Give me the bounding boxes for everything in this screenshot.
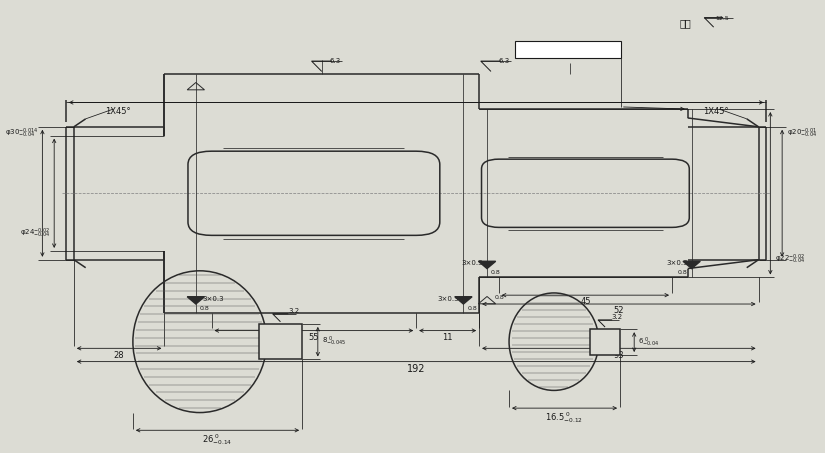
Text: 52: 52 [614, 306, 624, 315]
Text: φ30$^{-0.014}_{  -0.04}$: φ30$^{-0.014}_{ -0.04}$ [5, 127, 39, 140]
Text: 45: 45 [580, 297, 591, 306]
Text: φ22$^{-0.02}_{  -0.04}$: φ22$^{-0.02}_{ -0.04}$ [775, 253, 805, 266]
Bar [515, 41, 621, 58]
Text: 26$^{\ 0}_{-0.14}$: 26$^{\ 0}_{-0.14}$ [202, 433, 233, 448]
Polygon shape [683, 261, 700, 269]
Text: 0.8: 0.8 [495, 294, 505, 299]
Text: 16.5$^{\ 0}_{-0.12}$: 16.5$^{\ 0}_{-0.12}$ [545, 410, 583, 425]
Text: 0.8: 0.8 [467, 306, 477, 311]
Text: 0.8: 0.8 [491, 270, 501, 275]
Text: 12.5: 12.5 [715, 16, 729, 21]
Text: 0.8: 0.8 [200, 306, 210, 311]
Text: 192: 192 [407, 364, 426, 374]
Text: /: / [525, 45, 528, 55]
Text: 0.8: 0.8 [678, 270, 688, 275]
Text: 3×0.3: 3×0.3 [666, 260, 688, 266]
Bar [590, 329, 620, 355]
Text: φ20$^{-0.01}_{  -0.04}$: φ20$^{-0.01}_{ -0.04}$ [787, 127, 818, 140]
Text: 1X45°: 1X45° [704, 107, 729, 116]
Text: 11: 11 [442, 333, 453, 342]
Polygon shape [478, 261, 496, 269]
Text: 其余: 其余 [680, 18, 691, 28]
Text: 6.3: 6.3 [499, 58, 510, 64]
Text: 0.02: 0.02 [573, 45, 591, 54]
Text: φ24$^{-0.02}_{  -0.04}$: φ24$^{-0.02}_{ -0.04}$ [20, 226, 50, 240]
Text: 3.2: 3.2 [611, 314, 623, 320]
Text: 8$^{\ 0}_{-0.045}$: 8$^{\ 0}_{-0.045}$ [322, 335, 346, 348]
Text: 55: 55 [309, 333, 319, 342]
Text: 1X45°: 1X45° [106, 107, 131, 116]
Text: 3.2: 3.2 [288, 308, 299, 314]
Polygon shape [187, 297, 205, 304]
Text: 28: 28 [114, 351, 125, 360]
Text: 3×0.3: 3×0.3 [461, 260, 483, 266]
Bar [259, 324, 302, 359]
Text: 3×0.3: 3×0.3 [202, 296, 224, 302]
Text: 6$^{\ 0}_{-0.04}$: 6$^{\ 0}_{-0.04}$ [638, 336, 659, 349]
Text: 93: 93 [614, 351, 625, 360]
Text: 6.3: 6.3 [330, 58, 341, 64]
Polygon shape [455, 297, 472, 304]
Text: 3×0.3: 3×0.3 [438, 296, 460, 302]
